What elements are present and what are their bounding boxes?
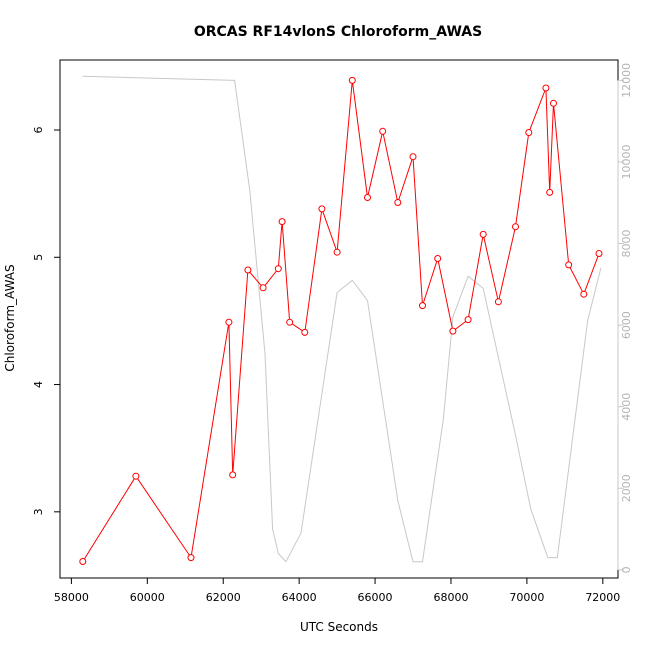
chart-title: ORCAS RF14vlonS Chloroform_AWAS: [194, 24, 482, 40]
data-point: [333, 248, 341, 256]
secondary-y-tick-label: 8000: [620, 230, 633, 258]
y-axis: 3 4 5 6: [32, 127, 61, 515]
y-tick-label: 6: [32, 127, 45, 134]
data-point: [449, 327, 457, 335]
data-point: [286, 318, 294, 326]
x-tick-label: 70000: [509, 591, 544, 604]
x-tick-label: 60000: [130, 591, 165, 604]
x-tick-label: 66000: [358, 591, 393, 604]
secondary-y-tick-label: 2000: [620, 474, 633, 502]
data-point: [274, 265, 282, 273]
x-tick-label: 72000: [585, 591, 620, 604]
x-tick-label: 58000: [54, 591, 89, 604]
data-point: [464, 316, 472, 324]
data-point: [434, 255, 442, 262]
secondary-y-tick-label: 10000: [620, 144, 633, 179]
secondary-y-tick-label: 4000: [620, 393, 633, 421]
data-point: [278, 218, 286, 226]
y-axis-label: Chloroform_AWAS: [3, 264, 17, 371]
data-point: [79, 558, 87, 565]
data-point: [244, 266, 252, 274]
secondary-y-axis: 0 2000 4000 6000 8000 10000 12000: [617, 63, 633, 573]
secondary-y-tick-label: 6000: [620, 311, 633, 339]
data-point: [132, 472, 140, 480]
data-point: [580, 290, 588, 298]
y-tick-label: 3: [32, 508, 45, 515]
x-tick-label: 62000: [206, 591, 241, 604]
primary-series-layer: [79, 76, 603, 565]
data-point: [479, 230, 487, 238]
y-tick-label: 5: [32, 254, 45, 261]
secondary-y-tick-label: 0: [620, 566, 633, 573]
data-point: [225, 318, 233, 326]
data-point: [512, 223, 519, 231]
data-point: [550, 99, 557, 107]
data-point: [318, 205, 326, 213]
data-point: [595, 250, 603, 257]
data-point: [187, 554, 195, 562]
x-axis-label: UTC Seconds: [300, 620, 378, 634]
data-point: [259, 284, 267, 292]
x-tick-label: 64000: [282, 591, 317, 604]
data-point: [419, 302, 426, 310]
data-point: [348, 76, 356, 84]
secondary-series-line: [82, 75, 602, 563]
data-point: [525, 129, 533, 136]
data-point: [494, 298, 502, 306]
primary-series-line: [82, 80, 600, 562]
x-tick-label: 68000: [433, 591, 468, 604]
secondary-y-tick-label: 12000: [620, 63, 633, 98]
secondary-series-layer: [82, 75, 602, 563]
data-point: [394, 199, 402, 206]
data-point: [364, 194, 371, 201]
y-tick-label: 4: [32, 381, 45, 388]
x-axis: 58000 60000 62000 64000 66000 68000 70000 72000: [54, 577, 620, 604]
data-point: [542, 84, 550, 92]
data-point: [409, 153, 417, 161]
data-point: [301, 328, 309, 336]
data-point: [229, 471, 237, 479]
data-point: [379, 127, 387, 135]
data-point: [546, 188, 554, 196]
data-point: [565, 261, 573, 269]
